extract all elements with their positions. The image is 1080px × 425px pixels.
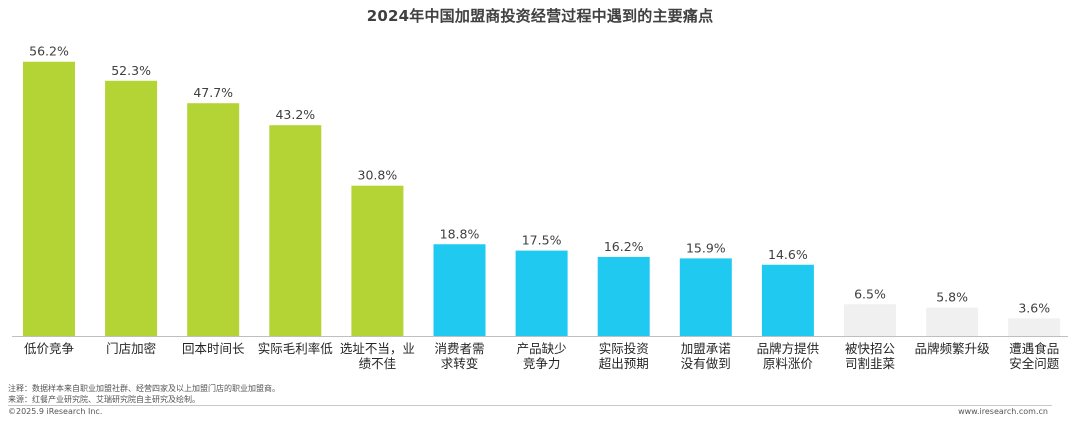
bar-chart: 56.2% 52.3% 47.7% 43.2% 30.8% 18.8% 17.5% 16.2%… xyxy=(12,44,1068,371)
category-label: 品牌方提供 xyxy=(757,341,820,356)
category-label: 超出预期 xyxy=(599,356,649,371)
bar xyxy=(844,304,896,336)
bar-value-label: 43.2% xyxy=(275,107,315,122)
bar xyxy=(926,307,979,336)
category-label: 低价竞争 xyxy=(24,341,74,356)
bar-value-label: 3.6% xyxy=(1018,300,1050,315)
category-label: 求转变 xyxy=(441,356,479,371)
bar xyxy=(351,185,404,336)
category-label: 品牌频繁升级 xyxy=(915,341,991,356)
category-label: 实际投资 xyxy=(599,341,649,356)
bar xyxy=(761,264,814,336)
bar xyxy=(187,103,240,336)
chart-title: 2024年中国加盟商投资经营过程中遇到的主要痛点 xyxy=(366,7,714,25)
bar-value-label: 56.2% xyxy=(29,44,69,59)
category-label: 没有做到 xyxy=(681,356,731,371)
footnote: 注释：数据样本来自职业加盟社群、经营四家及以上加盟门店的职业加盟商。 xyxy=(8,384,280,393)
category-label: 绩不佳 xyxy=(359,356,397,371)
category-label: 选址不当，业 xyxy=(340,341,415,356)
bar xyxy=(433,244,486,336)
bar xyxy=(515,250,568,336)
category-label: 产品缺少 xyxy=(517,341,567,356)
category-label: 消费者需 xyxy=(434,341,484,356)
bar-value-label: 18.8% xyxy=(440,226,480,241)
category-label: 回本时间长 xyxy=(182,341,245,356)
bar xyxy=(597,256,650,336)
category-label: 遭遇食品 xyxy=(1009,341,1059,356)
copyright: ©2025.9 iResearch Inc. xyxy=(8,407,103,416)
category-label: 被快招公 xyxy=(845,341,896,356)
category-label: 实际毛利率低 xyxy=(258,341,334,356)
category-label: 竞争力 xyxy=(523,356,561,371)
bar xyxy=(105,80,158,336)
category-label: 安全问题 xyxy=(1009,356,1060,371)
bar xyxy=(23,61,75,337)
bar xyxy=(1008,318,1061,336)
source-note: 来源：红餐产业研究院、艾瑞研究院自主研究及绘制。 xyxy=(8,395,200,404)
category-label: 门店加密 xyxy=(106,341,156,356)
website-url: www.iresearch.com.cn xyxy=(958,407,1048,416)
bar-value-label: 14.6% xyxy=(768,247,808,262)
bar-value-label: 52.3% xyxy=(111,63,151,78)
bar-value-label: 6.5% xyxy=(854,286,886,301)
bar xyxy=(679,258,732,336)
category-label: 原料涨价 xyxy=(763,356,814,371)
bar-value-label: 17.5% xyxy=(522,233,562,248)
category-label: 司割韭菜 xyxy=(845,356,896,371)
category-label: 加盟承诺 xyxy=(681,341,731,356)
bar-value-label: 47.7% xyxy=(193,85,233,100)
bar xyxy=(269,125,322,337)
bar-value-label: 15.9% xyxy=(686,240,726,255)
bar-value-label: 5.8% xyxy=(936,290,968,305)
bar-value-label: 30.8% xyxy=(358,168,398,183)
footer-divider xyxy=(8,405,1052,406)
bar-value-label: 16.2% xyxy=(604,239,644,254)
